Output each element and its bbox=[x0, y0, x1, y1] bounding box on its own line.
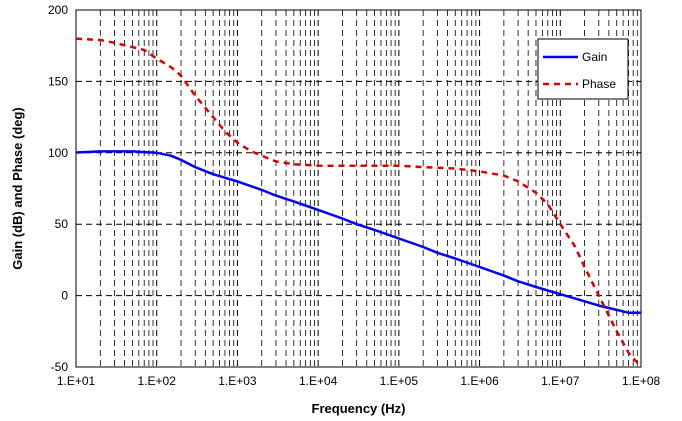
legend: Gain Phase bbox=[537, 38, 629, 100]
x-tick-label: 1.E+05 bbox=[380, 374, 419, 388]
x-tick-label: 1.E+07 bbox=[541, 374, 580, 388]
y-axis-title: Gain (dB) and Phase (deg) bbox=[10, 107, 25, 270]
y-tick-label: 200 bbox=[48, 3, 68, 17]
y-tick-label: 50 bbox=[55, 217, 69, 231]
tick-labels: 1.E+01 1.E+02 1.E+03 1.E+04 1.E+05 1.E+06 1.E+… bbox=[48, 3, 661, 388]
plot-area-frame bbox=[75, 9, 642, 368]
x-tick-label: 1.E+06 bbox=[460, 374, 499, 388]
y-tick-label: 100 bbox=[48, 146, 68, 160]
x-tick-label: 1.E+08 bbox=[622, 374, 661, 388]
y-tick-label: 150 bbox=[48, 74, 68, 88]
x-axis-title: Frequency (Hz) bbox=[312, 401, 406, 416]
x-tick-label: 1.E+03 bbox=[218, 374, 257, 388]
x-tick-label: 1.E+01 bbox=[57, 374, 96, 388]
legend-label-phase: Phase bbox=[582, 77, 616, 91]
y-tick-label: 0 bbox=[61, 289, 68, 303]
series-line-gain bbox=[75, 150, 641, 314]
series-lines bbox=[75, 37, 642, 368]
x-tick-label: 1.E+02 bbox=[138, 374, 177, 388]
series-line-phase bbox=[75, 37, 642, 368]
legend-label-gain: Gain bbox=[582, 50, 607, 64]
legend-box bbox=[537, 38, 629, 100]
y-tick-label: -50 bbox=[51, 360, 69, 374]
x-tick-label: 1.E+04 bbox=[299, 374, 338, 388]
